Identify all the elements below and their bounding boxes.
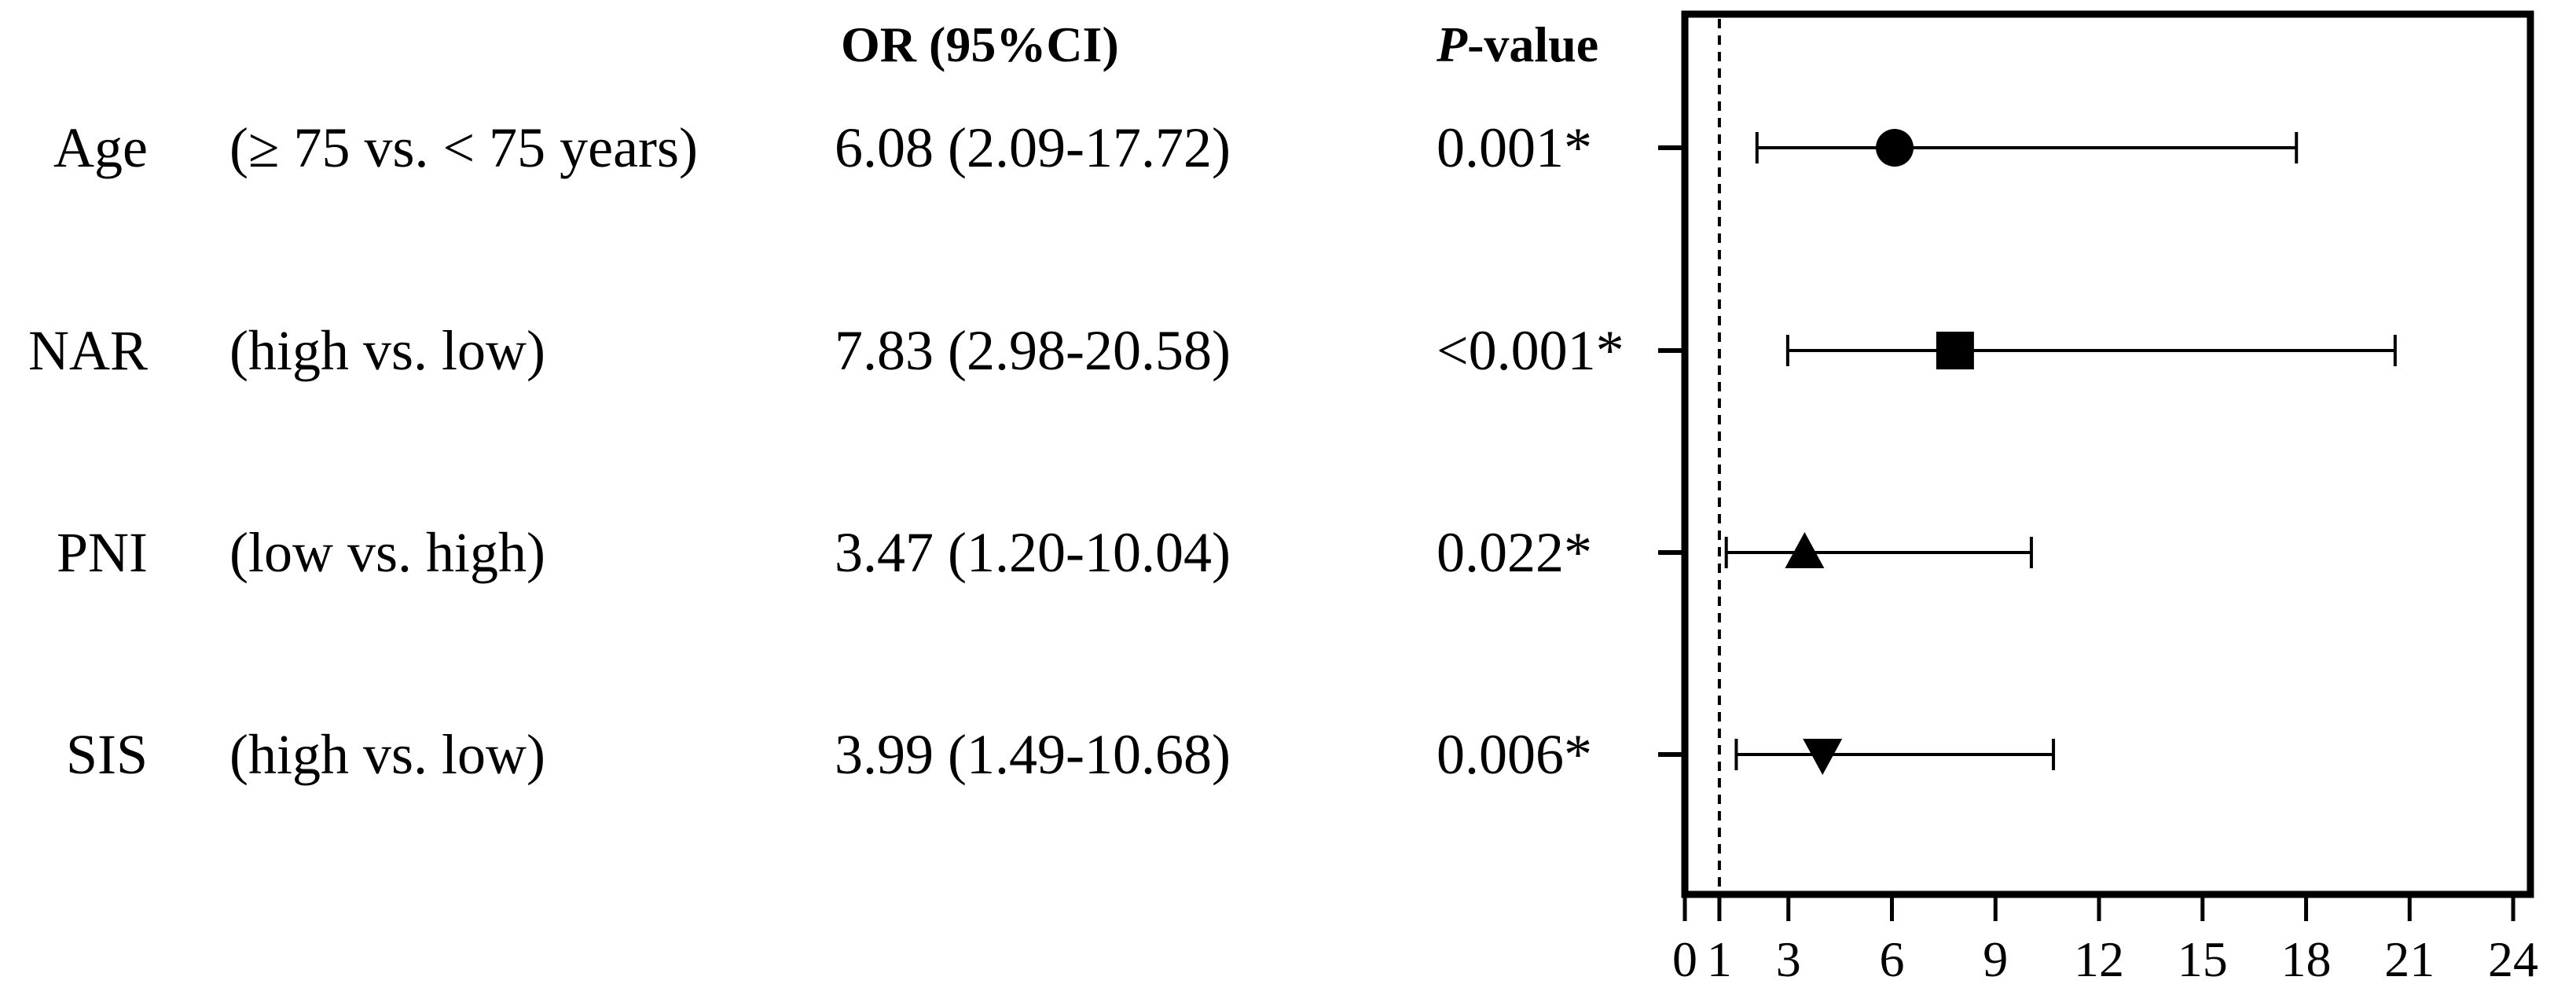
x-tick-label: 24 — [2488, 931, 2538, 987]
row-label: NAR — [28, 319, 148, 382]
table-row: SIS (high vs. low) 3.99 (1.49-10.68) 0.0… — [66, 723, 1592, 786]
or-marker-triangle-up — [1785, 532, 1825, 568]
table-row: Age (≥ 75 vs. < 75 years) 6.08 (2.09-17.… — [53, 116, 1592, 179]
row-label: PNI — [57, 521, 148, 584]
row-comparison: (high vs. low) — [229, 723, 545, 786]
row-comparison: (low vs. high) — [229, 521, 545, 584]
row-p-value: 0.001* — [1437, 116, 1592, 179]
x-tick-label: 1 — [1707, 931, 1732, 987]
x-tick-label: 21 — [2384, 931, 2435, 987]
row-label: Age — [53, 116, 148, 179]
x-tick-label: 15 — [2178, 931, 2228, 987]
plot-frame — [1681, 10, 2534, 898]
x-tick-label: 12 — [2074, 931, 2124, 987]
header-p-italic: P — [1436, 17, 1468, 72]
x-tick-label: 6 — [1880, 931, 1905, 987]
row-or: 3.99 (1.49-10.68) — [835, 723, 1231, 786]
row-or: 6.08 (2.09-17.72) — [835, 116, 1231, 179]
or-marker-circle — [1876, 129, 1914, 167]
or-marker-square — [1936, 332, 1974, 369]
x-tick-label: 9 — [1983, 931, 2008, 987]
row-p-value: <0.001* — [1437, 319, 1624, 382]
x-tick-label: 0 — [1672, 931, 1697, 987]
row-or: 7.83 (2.98-20.58) — [835, 319, 1231, 382]
x-tick-label: 3 — [1776, 931, 1801, 987]
plot-marks: 0 1 3 6 9 12 15 18 21 24 — [1658, 19, 2538, 987]
or-marker-triangle-down — [1803, 739, 1843, 775]
x-tick-label: 18 — [2281, 931, 2332, 987]
header-p-value: P-value — [1436, 17, 1598, 72]
header-p-rest: -value — [1467, 17, 1598, 72]
row-p-value: 0.006* — [1437, 723, 1592, 786]
row-or: 3.47 (1.20-10.04) — [835, 521, 1231, 584]
row-comparison: (≥ 75 vs. < 75 years) — [229, 116, 698, 179]
table-row: NAR (high vs. low) 7.83 (2.98-20.58) <0.… — [28, 319, 1624, 382]
row-label: SIS — [66, 723, 148, 786]
header-or: OR (95%CI) — [841, 17, 1119, 72]
row-p-value: 0.022* — [1437, 521, 1592, 584]
table-row: PNI (low vs. high) 3.47 (1.20-10.04) 0.0… — [57, 521, 1592, 584]
row-comparison: (high vs. low) — [229, 319, 545, 382]
